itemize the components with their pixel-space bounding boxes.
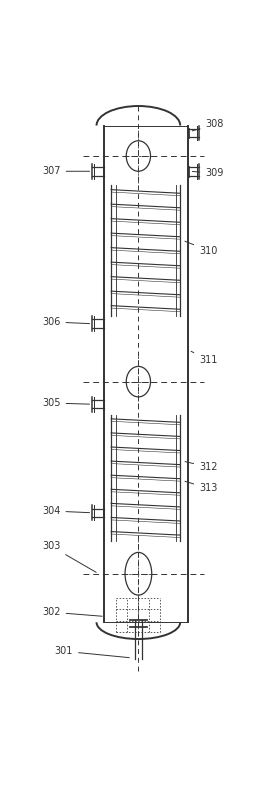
Text: 307: 307 [42,166,90,177]
Text: 303: 303 [42,541,96,573]
Bar [103,166,104,177]
Text: 306: 306 [42,317,90,327]
Text: 308: 308 [192,120,224,131]
Text: 301: 301 [55,646,129,657]
Bar [103,508,104,518]
Text: 313: 313 [185,482,217,493]
Bar [103,318,104,329]
Text: 305: 305 [42,398,90,408]
Text: 309: 309 [193,168,224,178]
Text: 304: 304 [42,506,90,516]
Bar [103,399,104,409]
Text: 310: 310 [185,242,217,256]
Text: 311: 311 [191,351,217,365]
Text: 312: 312 [185,462,218,472]
Text: 302: 302 [42,607,102,617]
